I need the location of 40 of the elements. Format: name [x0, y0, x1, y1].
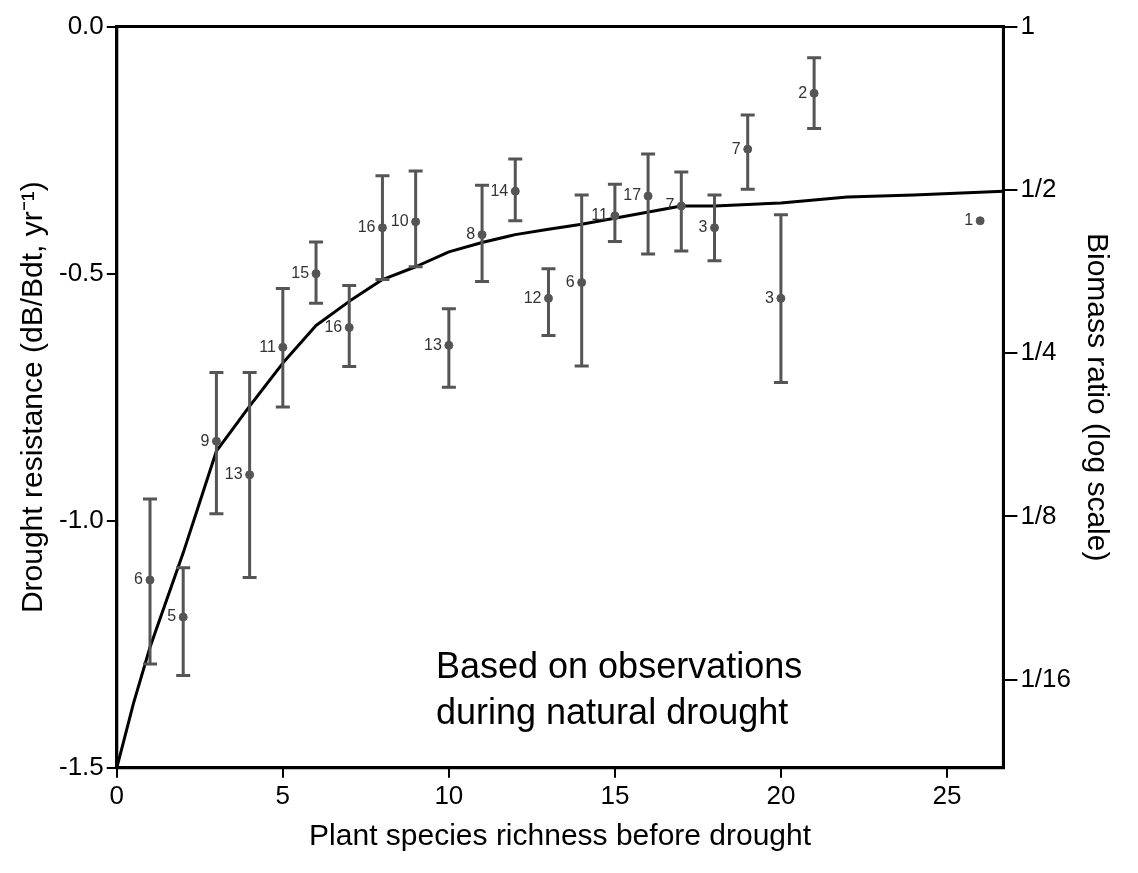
annotation: 1 [964, 211, 974, 229]
annotation: 16 [357, 218, 376, 236]
x-tick-label: 20 [766, 779, 796, 810]
y2-axis-title: Biomass ratio (log scale) [1081, 232, 1115, 562]
annotation: 2 [798, 83, 808, 101]
y2-tick-label: 1/2 [1020, 173, 1057, 204]
annotation: 11 [591, 206, 608, 224]
y2-tick-label: 1 [1020, 9, 1035, 40]
annotation: 3 [765, 288, 775, 306]
y-axis-title: Drought resistance (dB/Bdt, yr⁻¹) [15, 181, 49, 614]
annotation: 8 [466, 225, 476, 243]
annotation: 10 [390, 212, 409, 230]
y-tick-label: -1.0 [58, 503, 104, 534]
annotation: 16 [324, 317, 343, 335]
annotation: Based on observations during natural drought [435, 644, 803, 732]
y-tick-label: -0.5 [58, 256, 104, 287]
y2-tick-label: 1/8 [1020, 499, 1057, 530]
y2-tick-label: 1/16 [1020, 662, 1072, 693]
annotation: 7 [731, 139, 741, 157]
annotation: 6 [565, 272, 575, 290]
y2-tick-label: 1/4 [1020, 336, 1057, 367]
annotation: 13 [424, 335, 442, 353]
annotation: 15 [291, 264, 310, 282]
annotation: 9 [200, 431, 210, 449]
annotation: 5 [167, 607, 177, 625]
annotation: 14 [490, 181, 509, 199]
x-tick-label: 10 [434, 779, 464, 810]
annotation: 12 [523, 288, 542, 306]
y-tick-label: -1.5 [58, 750, 104, 781]
annotation: 17 [623, 186, 642, 204]
x-axis-title: Plant species richness before drought [309, 818, 812, 852]
y-tick-label: 0.0 [67, 9, 104, 40]
annotation: 3 [698, 218, 708, 236]
x-tick-label: 25 [932, 779, 962, 810]
x-tick-label: 0 [109, 779, 125, 810]
annotation: 6 [134, 570, 144, 588]
annotation: 13 [224, 465, 243, 483]
x-tick-label: 5 [275, 779, 291, 810]
annotation: 11 [259, 337, 276, 355]
x-tick-label: 15 [600, 779, 630, 810]
